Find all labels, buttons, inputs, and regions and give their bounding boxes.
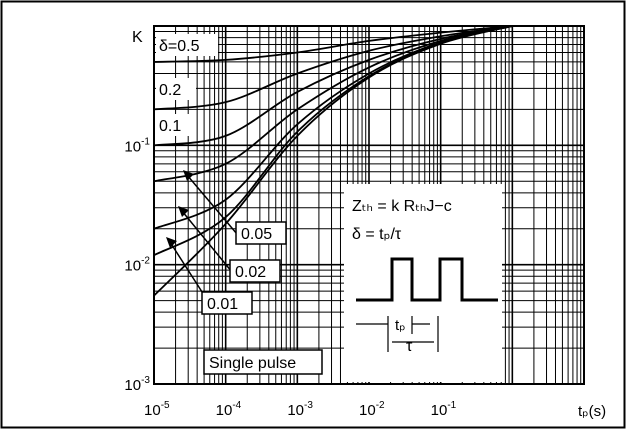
x-tick-labels: 10-5 10-4 10-3 10-2 10-1 <box>144 400 457 419</box>
svg-text:10-3: 10-3 <box>124 375 150 394</box>
curve-label-single-pulse: Single pulse <box>203 349 323 375</box>
pulse-dimensions <box>356 316 439 352</box>
svg-text:δ=0.5: δ=0.5 <box>159 38 200 55</box>
x-axis-label: tₚ(s) <box>578 403 606 420</box>
svg-text:10-1: 10-1 <box>124 136 150 155</box>
svg-text:0.01: 0.01 <box>207 296 238 313</box>
curve-label-0.01: 0.01 <box>201 291 253 315</box>
curve-label-0.05: 0.05 <box>235 221 287 245</box>
series-line-3 <box>153 25 513 183</box>
tick-label: 10-1 <box>431 400 457 419</box>
series-line-1 <box>153 25 513 111</box>
svg-text:10-5: 10-5 <box>144 400 170 419</box>
formula-zth: Zₜₕ = k RₜₕJ−c <box>352 198 452 215</box>
series-line-2 <box>153 25 513 147</box>
svg-text:10-1: 10-1 <box>431 400 457 419</box>
svg-text:Single pulse: Single pulse <box>209 355 296 372</box>
formula-delta: δ = tₚ/τ <box>352 226 402 243</box>
svg-text:0.05: 0.05 <box>241 226 272 243</box>
tau-label: τ <box>406 338 413 355</box>
svg-text:10-3: 10-3 <box>287 400 313 419</box>
plot-frame <box>153 25 585 385</box>
curve-label-0.02: 0.02 <box>229 259 281 283</box>
y-tick-labels: 10-1 10-2 10-3 <box>124 136 150 394</box>
tick-label: 10-3 <box>287 400 313 419</box>
curves <box>153 25 513 297</box>
tick-label: 10-4 <box>216 400 242 419</box>
tick-label: 10-3 <box>124 375 150 394</box>
tick-label: 10-2 <box>124 256 150 275</box>
series-line-6 <box>153 25 513 297</box>
tp-label: tₚ <box>395 317 406 334</box>
tick-label: 10-5 <box>144 400 170 419</box>
svg-text:0.1: 0.1 <box>159 118 181 135</box>
curve-label-0.5: δ=0.5 <box>156 34 218 56</box>
curve-pointer-heads <box>166 170 194 248</box>
curve-label-0.1: 0.1 <box>156 114 196 136</box>
y-axis-label: K <box>132 29 143 46</box>
tick-label: 10-1 <box>124 136 150 155</box>
pulse-waveform <box>356 257 498 302</box>
svg-text:10-2: 10-2 <box>359 400 385 419</box>
svg-text:0.02: 0.02 <box>235 264 266 281</box>
formula-inset: Zₜₕ = k RₜₕJ−c δ = tₚ/τ tₚ τ <box>344 184 502 382</box>
series-line-0 <box>153 25 513 63</box>
tick-label: 10-2 <box>359 400 385 419</box>
curve-label-0.2: 0.2 <box>156 78 196 100</box>
svg-text:10-4: 10-4 <box>216 400 242 419</box>
curve-pointers <box>169 174 238 296</box>
svg-text:10-2: 10-2 <box>124 256 150 275</box>
svg-text:0.2: 0.2 <box>159 82 181 99</box>
